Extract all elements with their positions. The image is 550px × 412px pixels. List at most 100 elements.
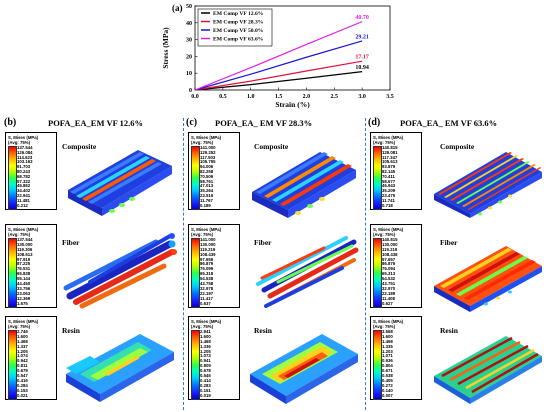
legend-value: 2.746: [17, 329, 28, 334]
legend-value: 23.063: [17, 290, 31, 296]
panel-title-b-text: POFA_EA_EM VF 12.6%: [48, 118, 143, 128]
legend-value: 140.815: [382, 145, 398, 150]
legend-value: 137.544: [17, 145, 33, 150]
legend-value: 22.189: [382, 290, 396, 296]
legend-value: 44.450: [17, 281, 31, 287]
contour-color-bar: [8, 238, 17, 308]
y-tick-label: 30: [186, 38, 192, 44]
legend-c-resin: S, Mises (MPa) (Avg: 75%) 2.941 1.600 1.46…: [188, 316, 240, 400]
legend-value: 12.369: [17, 295, 31, 301]
legend-value: 108.439: [200, 251, 216, 257]
legend-value: 43.758: [200, 281, 214, 287]
x-tick-label: 2.0: [303, 94, 311, 100]
legend-value: 1.205: [200, 348, 211, 354]
legend-value: 140.815: [382, 237, 398, 242]
legend-value: 129.081: [382, 149, 398, 155]
legend-value: 0.007: [382, 392, 393, 398]
legend-avg: (Avg: 75%): [8, 140, 31, 145]
legend-value: 70.411: [382, 173, 395, 179]
legend-value: 35.264: [200, 188, 214, 194]
legend-value: 0.941: [200, 358, 211, 364]
legend-entry: EM Comp VF 50.0%: [213, 28, 264, 34]
y-axis-label: Stress (MPa): [161, 27, 170, 69]
legend-value: 34.402: [17, 188, 31, 194]
legend-value: 11.408: [382, 295, 395, 301]
legend-value: 0.547: [17, 373, 28, 379]
legend-title: S, Mises (MPa): [373, 135, 404, 140]
legend-value: 2.941: [200, 329, 211, 334]
legend-value: 103.163: [17, 159, 33, 165]
panel-title-c: POFA_EA_ EM VF 28.3%: [215, 118, 312, 128]
series-line: [194, 40, 363, 91]
legend-title: S, Mises (MPa): [191, 135, 222, 140]
legend-value: 76.094: [382, 266, 396, 272]
legend-title: S, Mises (MPa): [373, 319, 404, 324]
legend-value: 43.751: [382, 281, 396, 287]
legend-value: 119.306: [17, 246, 33, 252]
legend-value: 119.219: [382, 246, 398, 252]
legend-value: 93.879: [382, 164, 396, 170]
legend-value: 1.205: [17, 348, 28, 354]
legend-value: 0.414: [200, 377, 211, 383]
legend-value: 0.272: [382, 382, 393, 388]
series-end-label: 29.21: [355, 34, 369, 40]
contour-color-bar: [191, 146, 200, 210]
legend-avg: (Avg: 75%): [8, 232, 31, 237]
legend-value: 129.252: [200, 149, 216, 155]
legend-value: 1.468: [382, 338, 393, 344]
legend-value: 130.000: [200, 241, 216, 247]
legend-value: 0.671: [382, 368, 393, 374]
legend-value: 32.970: [382, 285, 396, 291]
resin-render-c: [250, 334, 358, 404]
legend-value: 0.405: [382, 377, 393, 383]
row-label-resin: Resin: [62, 326, 80, 335]
legend-value: 1.074: [17, 353, 28, 359]
legend-value: 119.219: [200, 246, 216, 252]
legend-value: 11.741: [382, 197, 395, 203]
legend-avg: (Avg: 75%): [8, 324, 31, 329]
legend-value: 0.936: [382, 358, 393, 364]
legend-value: 0.637: [200, 300, 211, 306]
legend-value: 130.000: [382, 241, 398, 247]
legend-value: 105.613: [382, 159, 398, 165]
legend-value: 105.755: [200, 159, 216, 165]
legend-value: 57.322: [17, 178, 31, 184]
legend-value: 91.703: [17, 164, 31, 170]
panel-letter-d: (d): [368, 117, 381, 128]
legend-value: 0.804: [382, 363, 393, 369]
legend-value: 23.516: [200, 192, 214, 198]
legend-value: 97.919: [17, 256, 31, 262]
series-end-label: 40.70: [355, 15, 369, 21]
legend-value: 137.544: [17, 237, 33, 242]
divider-left: [183, 118, 184, 410]
row-label-composite: Composite: [62, 142, 97, 151]
legend-value: 130.000: [17, 241, 33, 247]
legend-value: 65.318: [200, 271, 214, 277]
legend-value: 0.678: [200, 368, 211, 374]
legend-value: 35.209: [382, 188, 396, 194]
legend-value: 82.258: [200, 168, 214, 174]
legend-value: 0.153: [17, 387, 28, 393]
legend-value: 54.538: [200, 276, 214, 282]
legend-value: 1.073: [200, 353, 211, 359]
contour-color-bar: [8, 330, 17, 400]
x-tick-label: 0.0: [191, 94, 199, 100]
legend-value: 32.978: [200, 285, 214, 291]
legend-value: 33.756: [17, 285, 31, 291]
resin-render-d: [434, 336, 542, 404]
legend-value: 22.941: [17, 192, 31, 198]
legend-value: 108.613: [17, 251, 33, 257]
legend-value: 1.600: [200, 333, 211, 339]
legend-d-resin: S, Mises (MPa) (Avg: 75%) 3.568 1.600 1.46…: [370, 316, 422, 400]
x-tick-label: 3.0: [358, 94, 366, 100]
series-end-label: 10.94: [355, 65, 369, 71]
panel-title-d: POFA_EA_ EM VF 63.6%: [400, 118, 497, 128]
divider-right: [365, 118, 366, 410]
y-tick-label: 20: [186, 54, 192, 60]
legend-value: 76.099: [200, 266, 214, 272]
legend-value: 0.283: [200, 382, 211, 388]
fiber-render-b: [63, 233, 177, 309]
legend-value: 0.942: [17, 358, 28, 364]
legend-value: 0.718: [382, 202, 393, 208]
legend-value: 126.084: [17, 149, 33, 155]
